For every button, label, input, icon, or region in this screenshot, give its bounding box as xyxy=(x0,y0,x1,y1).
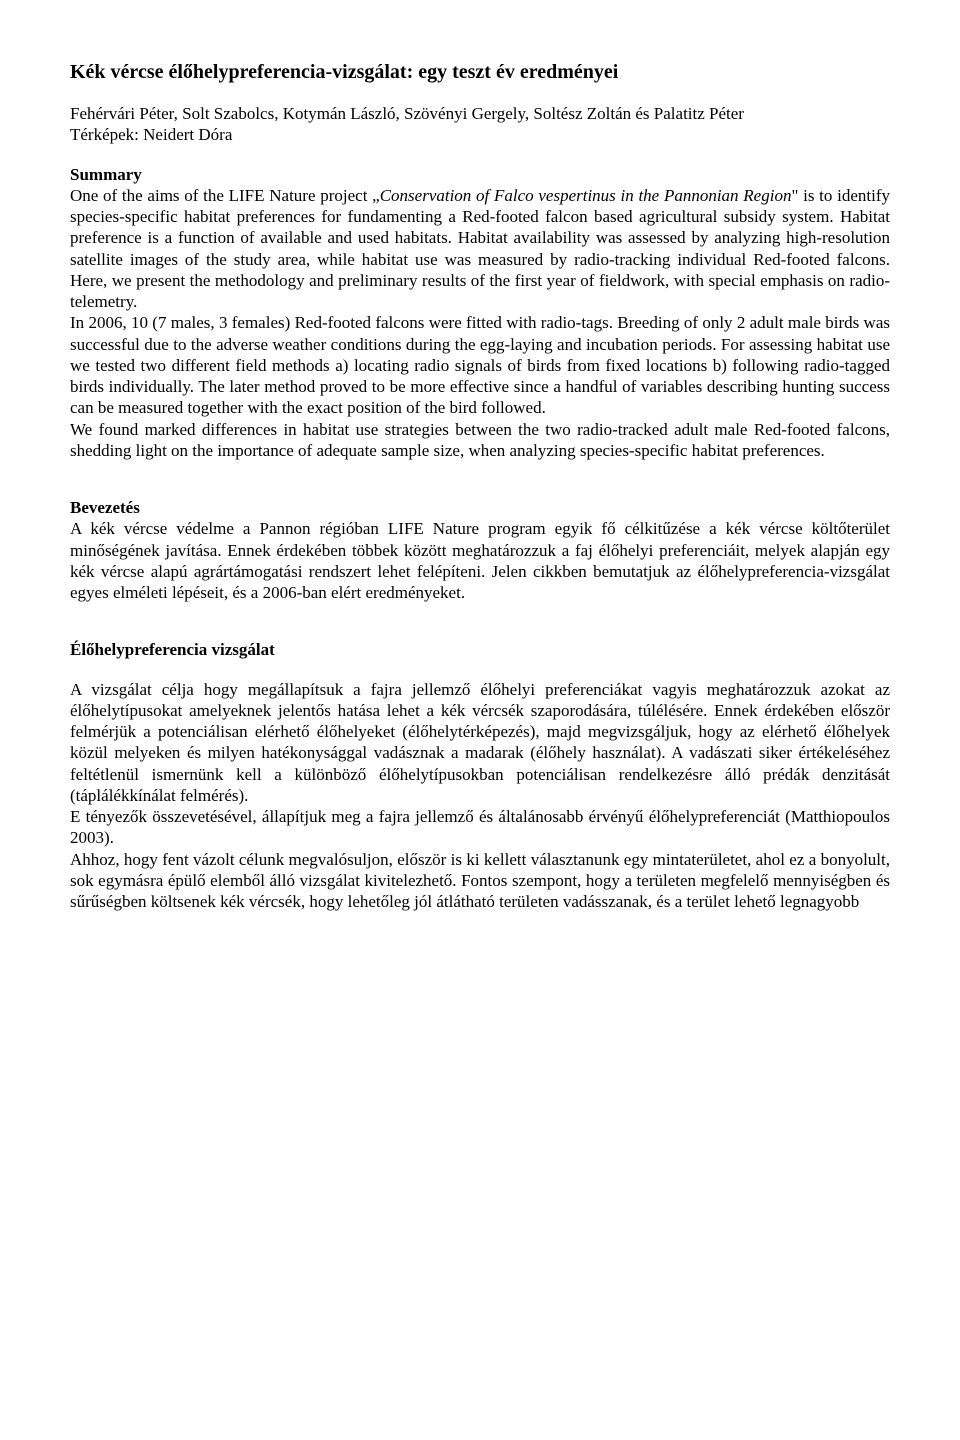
habitat-heading: Élőhelypreferencia vizsgálat xyxy=(70,639,890,660)
intro-section: Bevezetés A kék vércse védelme a Pannon … xyxy=(70,497,890,603)
summary-heading: Summary xyxy=(70,164,890,185)
summary-paragraph-2: In 2006, 10 (7 males, 3 females) Red-foo… xyxy=(70,312,890,418)
summary-section: Summary One of the aims of the LIFE Natu… xyxy=(70,164,890,462)
habitat-paragraph-1: A vizsgálat célja hogy megállapítsuk a f… xyxy=(70,679,890,807)
summary-paragraph-1: One of the aims of the LIFE Nature proje… xyxy=(70,185,890,313)
summary-italic-phrase: Conservation of Falco vespertinus in the… xyxy=(380,186,792,205)
summary-text-1a: One of the aims of the LIFE Nature proje… xyxy=(70,186,380,205)
maps-credit: Térképek: Neidert Dóra xyxy=(70,124,890,145)
authors-line: Fehérvári Péter, Solt Szabolcs, Kotymán … xyxy=(70,103,890,124)
document-title: Kék vércse élőhelypreferencia-vizsgálat:… xyxy=(70,60,890,85)
habitat-section: Élőhelypreferencia vizsgálat A vizsgálat… xyxy=(70,639,890,912)
intro-heading: Bevezetés xyxy=(70,497,890,518)
habitat-paragraph-3: Ahhoz, hogy fent vázolt célunk megvalósu… xyxy=(70,849,890,913)
habitat-paragraph-2: E tényezők összevetésével, állapítjuk me… xyxy=(70,806,890,849)
summary-paragraph-3: We found marked differences in habitat u… xyxy=(70,419,890,462)
intro-paragraph-1: A kék vércse védelme a Pannon régióban L… xyxy=(70,518,890,603)
